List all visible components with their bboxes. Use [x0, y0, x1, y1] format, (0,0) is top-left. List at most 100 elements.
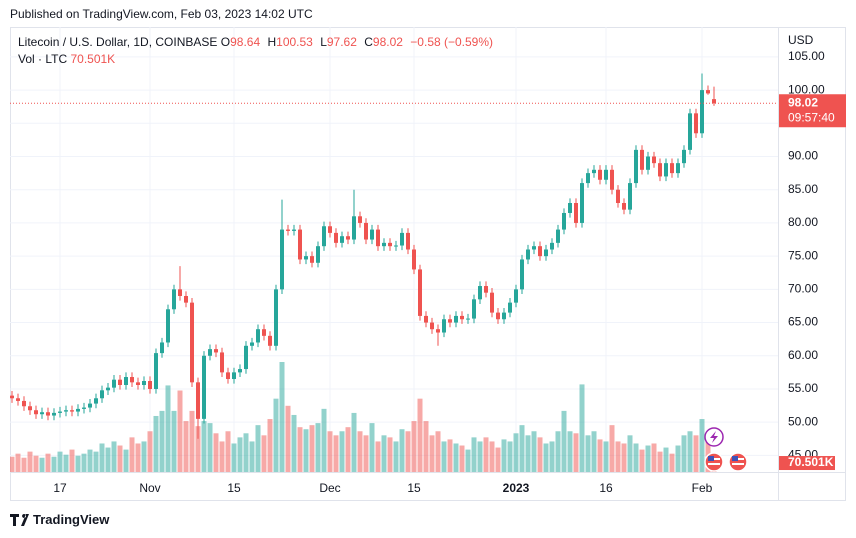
volume-bar: [351, 412, 357, 472]
frame: [10, 27, 846, 501]
candle-body: [520, 259, 524, 290]
candle-body: [352, 216, 356, 240]
change: −0.58 (−0.59%): [410, 35, 494, 49]
x-tick-label: 2023: [503, 481, 530, 495]
candle-body: [364, 222, 368, 240]
countdown: 09:57:40: [788, 110, 835, 124]
legend-row: Vol · LTC 70.501K: [18, 51, 497, 68]
candle-body: [466, 318, 470, 320]
candle-body: [64, 410, 68, 412]
candle-body: [610, 169, 614, 190]
candle-body: [604, 169, 608, 180]
volume-bar: [447, 439, 453, 472]
candle-body: [406, 232, 410, 250]
candle-body: [550, 242, 554, 250]
volume-bar: [429, 435, 435, 472]
volume-bar: [549, 441, 555, 472]
candle-body: [436, 329, 440, 333]
candle-body: [262, 329, 266, 336]
volume-tag-value: 70.501K: [788, 455, 834, 469]
candle-body: [670, 163, 674, 174]
volume-bar: [255, 425, 261, 472]
volume-bar: [495, 447, 501, 472]
axes: 45.0050.0055.0060.0065.0070.0075.0080.00…: [53, 49, 825, 495]
candle-body: [712, 99, 716, 104]
y-tick-label: 85.00: [788, 182, 818, 196]
candle-body: [100, 390, 104, 399]
candle-body: [400, 232, 404, 246]
candle-body: [298, 229, 302, 260]
candle-body: [340, 236, 344, 243]
volume-bar: [225, 431, 231, 472]
volume-bar: [195, 426, 201, 472]
candle-body: [544, 249, 548, 257]
volume-bar: [621, 443, 627, 472]
volume-bar: [627, 435, 633, 472]
volume-bar: [177, 390, 183, 472]
volume-bar: [171, 410, 177, 472]
volume-bar: [417, 398, 423, 472]
volume-bar: [333, 435, 339, 472]
volume-bar: [237, 437, 243, 472]
volume-bar: [10, 456, 15, 472]
candle-body: [142, 381, 146, 385]
volume-bar: [267, 419, 273, 472]
candle-body: [376, 229, 380, 247]
volume-bar: [291, 414, 297, 472]
volume-bar: [513, 433, 519, 472]
brand-logo: [10, 514, 29, 526]
candle-body: [304, 256, 308, 260]
candle-body: [76, 408, 80, 412]
y-tick-label: 55.00: [788, 381, 818, 395]
volume-bar: [39, 457, 45, 472]
volume-bar: [381, 435, 387, 472]
x-tick-label: 16: [599, 481, 613, 495]
volume-bar: [597, 439, 603, 472]
volume-bar: [285, 405, 291, 472]
candle-body: [256, 329, 260, 343]
legend: Litecoin / U.S. Dollar, 1D, COINBASE O98…: [18, 34, 497, 68]
x-tick-label: Dec: [319, 481, 340, 495]
candle-body: [538, 246, 542, 257]
y-tick-label: 80.00: [788, 215, 818, 229]
candle-body: [178, 289, 182, 296]
candle-body: [472, 299, 476, 319]
volume-bar: [141, 441, 147, 472]
candle-body: [184, 295, 188, 303]
candle-body: [676, 163, 680, 174]
candle-body: [580, 183, 584, 223]
candle-body: [190, 302, 194, 383]
volume-bar: [663, 447, 669, 472]
volume-bar: [183, 421, 189, 472]
candle-body: [496, 312, 500, 320]
price-pane: [10, 73, 716, 439]
candle-body: [280, 229, 284, 290]
candle-body: [268, 335, 272, 346]
volume-bar: [399, 429, 405, 472]
volume-bar: [537, 437, 543, 472]
candle-body: [424, 315, 428, 323]
candle-body: [124, 377, 128, 385]
volume-bar: [243, 433, 249, 472]
candle-body: [358, 216, 362, 223]
volume-bar: [459, 445, 465, 472]
candle-body: [226, 372, 230, 380]
volume-bar: [33, 455, 39, 472]
volume-bar: [15, 453, 21, 472]
legend-row: Litecoin / U.S. Dollar, 1D, COINBASE O98…: [18, 34, 497, 51]
x-tick-label: 17: [53, 481, 67, 495]
volume-bar: [51, 456, 57, 472]
candle-body: [130, 377, 134, 383]
candle-body: [478, 286, 482, 300]
volume-value: 70.501K: [70, 52, 116, 66]
candle-body: [220, 352, 224, 373]
candle-body: [394, 245, 398, 247]
volume-bar: [489, 441, 495, 472]
candle-body: [682, 149, 686, 164]
volume-bar: [687, 431, 693, 472]
candle-body: [370, 229, 374, 240]
volume-bar: [75, 455, 81, 472]
volume-bar: [315, 423, 321, 472]
ohlc-letter: L: [320, 35, 327, 49]
